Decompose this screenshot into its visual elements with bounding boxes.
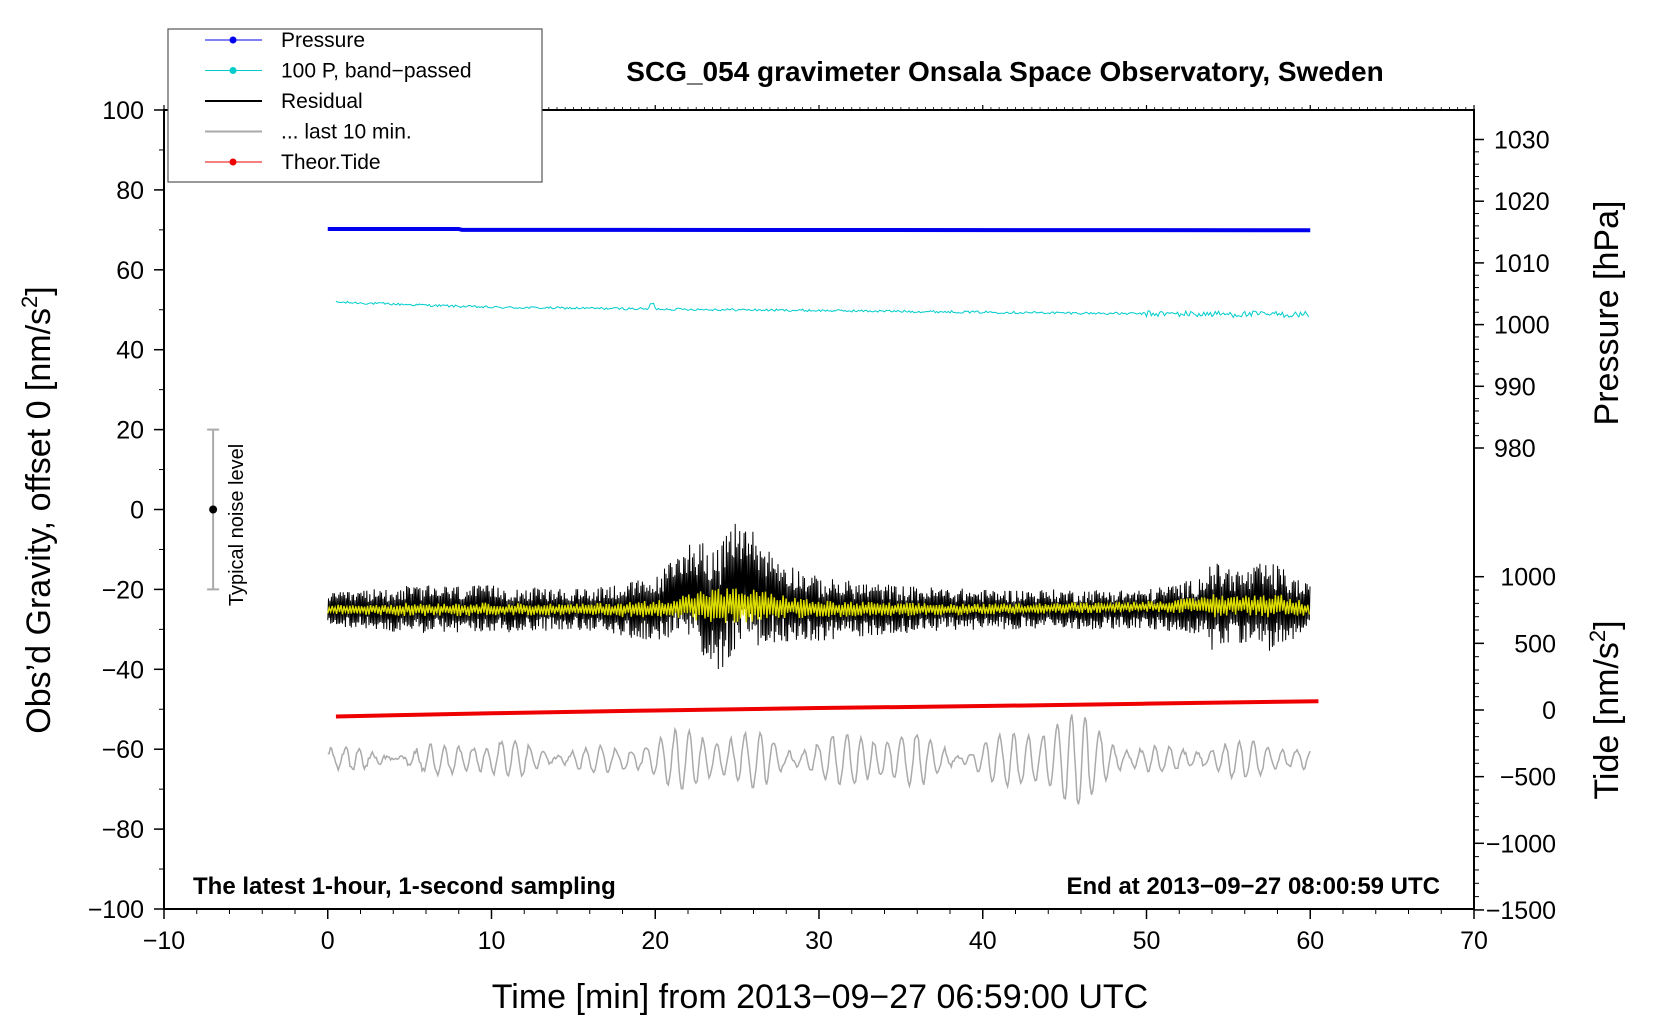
- y-left-tick-label: −40: [102, 656, 144, 684]
- x-axis-title: Time [min] from 2013−09−27 06:59:00 UTC: [492, 978, 1148, 1016]
- y-left-tick-label: −60: [102, 736, 144, 764]
- tide-axis-title: Tide [nm/s2]: [1585, 620, 1626, 799]
- y-axis-left: −100 −80 −60 −40 −20 0 20 40 60 80 100: [88, 97, 164, 924]
- pressure-tick-label: 1020: [1494, 188, 1550, 216]
- tide-tick-label: 0: [1542, 697, 1556, 725]
- tide-axis-title-superscript: 2: [1585, 630, 1610, 642]
- pressure-tick-label: 980: [1494, 435, 1536, 463]
- y-axis-left-title-superscript: 2: [17, 296, 42, 308]
- x-tick-label: 10: [478, 927, 506, 955]
- pressure-axis: 980 990 1000 1010 1020 1030: [1474, 127, 1550, 463]
- legend-label: Pressure: [281, 29, 365, 52]
- x-tick-label: 20: [641, 927, 669, 955]
- x-tick-label: 70: [1460, 927, 1488, 955]
- x-tick-label: 40: [969, 927, 997, 955]
- series-group: [327, 227, 1319, 805]
- tide-tick-label: −500: [1500, 764, 1556, 792]
- chart-title: SCG_054 gravimeter Onsala Space Observat…: [626, 56, 1383, 87]
- tide-tick-label: 1000: [1500, 564, 1556, 592]
- legend: Pressure 100 P, band−passed Residual ... la…: [167, 28, 543, 183]
- x-tick-label: 50: [1133, 927, 1161, 955]
- y-left-tick-label: 100: [102, 97, 144, 125]
- tide-tick-label: −1500: [1486, 897, 1556, 925]
- annotation-end-time: End at 2013−09−27 08:00:59 UTC: [1066, 873, 1440, 900]
- x-axis: −10 0 10 20 30 40 50 60 70: [143, 105, 1488, 955]
- x-tick-label: 0: [321, 927, 335, 955]
- series-bandpassed-line: [335, 300, 1310, 319]
- legend-marker: [229, 158, 237, 166]
- legend-label: Theor.Tide: [281, 151, 381, 174]
- x-tick-label: 30: [805, 927, 833, 955]
- pressure-tick-label: 990: [1494, 373, 1536, 401]
- legend-box: [167, 28, 543, 183]
- pressure-tick-label: 1000: [1494, 312, 1550, 340]
- y-left-tick-label: 60: [116, 257, 144, 285]
- x-tick-label: −10: [143, 927, 185, 955]
- y-axis-left-title: Obs’d Gravity, offset 0 [nm/s2]: [17, 286, 58, 733]
- legend-marker: [229, 36, 237, 44]
- x-tick-label: 60: [1296, 927, 1324, 955]
- y-left-tick-label: −100: [88, 896, 144, 924]
- y-left-tick-label: 40: [116, 337, 144, 365]
- pressure-tick-label: 1010: [1494, 250, 1550, 278]
- annotation-sampling: The latest 1-hour, 1-second sampling: [193, 873, 616, 900]
- tide-axis: −1500 −1000 −500 0 500 1000: [1474, 564, 1556, 925]
- series-tide-line: [335, 699, 1319, 719]
- tide-tick-label: 500: [1514, 630, 1556, 658]
- y-left-tick-label: −80: [102, 816, 144, 844]
- y-left-tick-label: 80: [116, 177, 144, 205]
- series-residual-smoothed-line: [327, 588, 1310, 624]
- noise-bar-center-dot: [209, 505, 218, 514]
- tide-tick-label: −1000: [1486, 830, 1556, 858]
- series-pressure-line: [327, 227, 1311, 233]
- y-left-tick-label: 20: [116, 417, 144, 445]
- legend-label: ... last 10 min.: [281, 121, 412, 144]
- pressure-tick-label: 1030: [1494, 127, 1550, 155]
- noise-bar: [207, 428, 220, 591]
- series-last10min-line: [327, 714, 1311, 805]
- legend-label: Residual: [281, 90, 363, 113]
- noise-level-label: Typical noise level: [226, 444, 248, 606]
- pressure-axis-title: Pressure [hPa]: [1588, 201, 1626, 426]
- y-left-tick-label: −20: [102, 576, 144, 604]
- legend-marker: [229, 67, 237, 74]
- y-left-tick-label: 0: [130, 497, 144, 525]
- legend-label: 100 P, band−passed: [281, 60, 472, 83]
- series-residual-line: [327, 523, 1311, 670]
